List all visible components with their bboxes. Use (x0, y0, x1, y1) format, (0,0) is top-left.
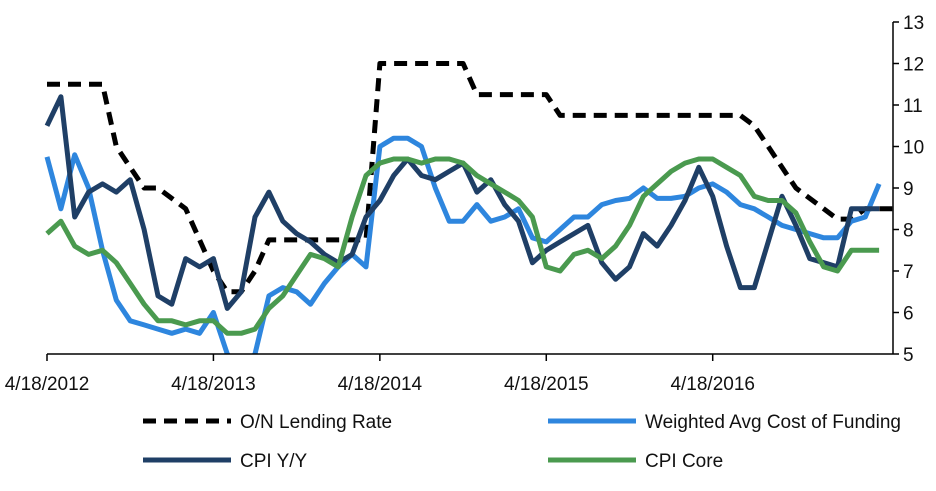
axes: 5 6 7 8 9 10 11 12 13 4/18/2012 4/18/2013 4/18/2014… (5, 13, 924, 395)
y-tick-label-8: 13 (903, 13, 924, 34)
y-tick-label-4: 9 (903, 179, 914, 200)
y-tick-label-0: 5 (903, 345, 914, 366)
y-tick-label-3: 8 (903, 221, 914, 242)
x-tick-label-0: 4/18/2012 (5, 374, 90, 395)
y-tick-label-2: 7 (903, 262, 914, 283)
legend-label-2: CPI Y/Y (240, 451, 308, 472)
y-tick-label-1: 6 (903, 304, 914, 325)
y-tick-label-5: 10 (903, 138, 924, 159)
legend-label-3: CPI Core (645, 451, 723, 472)
x-tick-label-4: 4/18/2016 (670, 374, 755, 395)
series-line-0 (47, 61, 893, 295)
x-tick-label-2: 4/18/2014 (338, 374, 423, 395)
x-tick-label-1: 4/18/2013 (171, 374, 256, 395)
y-tick-label-6: 11 (903, 96, 923, 117)
series-line-1 (44, 135, 882, 354)
series-line-2 (44, 94, 880, 311)
legend-label-0: O/N Lending Rate (240, 412, 392, 433)
series-line-3 (45, 156, 880, 336)
plot-area (44, 61, 893, 354)
y-tick-label-7: 12 (903, 55, 924, 76)
legend: O/N Lending Rate Weighted Avg Cost of Fun… (143, 412, 901, 472)
series-lines (44, 61, 893, 354)
x-tick-label-3: 4/18/2015 (504, 374, 589, 395)
legend-label-1: Weighted Avg Cost of Funding (645, 412, 901, 433)
